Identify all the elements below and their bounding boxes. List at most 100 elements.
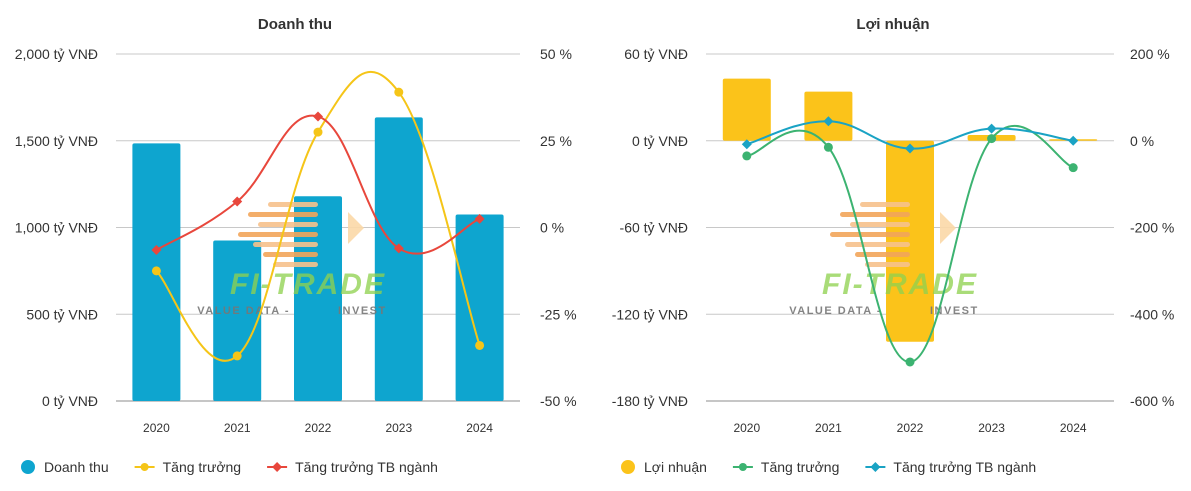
watermark-tagline-left: VALUE DATA - (789, 305, 882, 317)
legend-item[interactable]: Tăng trưởng (134, 459, 241, 475)
data-point[interactable] (742, 151, 752, 161)
line-series (151, 70, 485, 362)
x-tick-label: 2020 (143, 421, 170, 435)
legend-label: Tăng trưởng (761, 459, 839, 475)
x-tick-label: 2023 (385, 421, 412, 435)
legend-item[interactable]: Tăng trưởng (732, 459, 839, 475)
legend-item[interactable]: Lợi nhuận (621, 459, 707, 475)
watermark-arrow (940, 212, 956, 244)
chart-title: Lợi nhuận (856, 16, 929, 33)
watermark-stripe (258, 222, 318, 227)
y-left-tick-label: 2,000 tỷ VNĐ (15, 46, 98, 62)
watermark-stripe (845, 242, 910, 247)
x-tick-label: 2023 (978, 421, 1005, 435)
y-right-tick-label: 0 % (1130, 133, 1154, 149)
profit-chart: Lợi nhuận -180 tỷ VNĐ -120 tỷ VNĐ -60 tỷ VN… (612, 16, 1175, 475)
legend-item[interactable]: Tăng trưởng TB ngành (267, 459, 438, 475)
x-tick-label: 2024 (1060, 421, 1087, 435)
x-tick-label: 2021 (815, 421, 842, 435)
x-tick-label: 2021 (224, 421, 251, 435)
bar[interactable] (294, 196, 342, 401)
legend-label: Lợi nhuận (644, 459, 707, 475)
legend-item[interactable]: Tăng trưởng TB ngành (865, 459, 1036, 475)
y-right-tick-label: 50 % (540, 46, 572, 62)
watermark-stripe (855, 252, 910, 257)
bar[interactable] (804, 91, 853, 141)
data-point[interactable] (823, 142, 833, 152)
bar-series (722, 78, 1098, 342)
watermark-stripe (830, 232, 910, 237)
line-series (151, 111, 485, 256)
data-point[interactable] (232, 351, 242, 361)
watermark-brand: FI-TRADE (822, 268, 978, 301)
x-tick-label: 2020 (733, 421, 760, 435)
watermark-stripe (850, 222, 910, 227)
data-point[interactable] (823, 116, 834, 127)
bar[interactable] (455, 214, 504, 401)
y-left-tick-label: -180 tỷ VNĐ (612, 393, 688, 409)
y-right-tick-label: -25 % (540, 306, 577, 322)
y-right-tick-label: 0 % (540, 220, 564, 236)
legend-symbol (21, 460, 35, 474)
y-left-tick-label: 60 tỷ VNĐ (624, 46, 688, 62)
legend: Doanh thu Tăng trưởng Tăng trưởng TB ngành (21, 459, 438, 475)
legend: Lợi nhuận Tăng trưởng Tăng trưởng TB ngành (621, 459, 1036, 475)
bar[interactable] (722, 78, 771, 141)
legend-symbol (738, 463, 747, 471)
watermark-logo: FI-TRADE VALUE DATA - INVEST (789, 202, 979, 317)
watermark-brand: FI-TRADE (230, 268, 386, 301)
bar[interactable] (886, 140, 934, 342)
data-point[interactable] (313, 127, 323, 137)
data-point[interactable] (394, 87, 404, 97)
legend-item[interactable]: Doanh thu (21, 459, 109, 475)
watermark-tagline-left: VALUE DATA - (197, 305, 290, 317)
data-point[interactable] (151, 245, 162, 256)
legend-symbol (870, 462, 881, 472)
y-right-tick-label: -50 % (540, 393, 577, 409)
watermark-stripe (273, 262, 318, 267)
y-left-tick-label: -120 tỷ VNĐ (612, 306, 688, 322)
legend-label: Doanh thu (44, 459, 109, 475)
data-point[interactable] (475, 340, 485, 350)
legend-label: Tăng trưởng TB ngành (295, 459, 438, 475)
data-point[interactable] (1068, 163, 1078, 173)
watermark-stripe (268, 202, 318, 207)
watermark-stripe (865, 262, 910, 267)
data-point[interactable] (987, 134, 997, 144)
x-tick-label: 2022 (897, 421, 924, 435)
x-tick-label: 2022 (305, 421, 332, 435)
data-point[interactable] (905, 357, 915, 367)
data-point[interactable] (151, 266, 161, 276)
chart-title: Doanh thu (258, 16, 332, 33)
y-left-tick-label: -60 tỷ VNĐ (620, 220, 688, 236)
watermark-tagline-right: INVEST (338, 305, 387, 317)
watermark-stripe (248, 212, 318, 217)
y-right-tick-label: -200 % (1130, 220, 1174, 236)
data-point[interactable] (393, 243, 404, 254)
x-tick-label: 2024 (466, 421, 493, 435)
legend-label: Tăng trưởng TB ngành (893, 459, 1036, 475)
data-point[interactable] (986, 123, 997, 134)
revenue-chart: Doanh thu 0 tỷ VNĐ 500 tỷ VNĐ 1,000 tỷ VNĐ 1… (15, 16, 577, 475)
watermark-stripe (238, 232, 318, 237)
data-point[interactable] (313, 111, 323, 122)
data-point[interactable] (905, 143, 915, 154)
y-left-tick-label: 1,000 tỷ VNĐ (15, 220, 98, 236)
watermark-logo: FI-TRADE VALUE DATA - INVEST (197, 202, 387, 317)
bar[interactable] (213, 240, 262, 401)
y-left-tick-label: 0 tỷ VNĐ (42, 393, 98, 409)
y-right-tick-label: -400 % (1130, 306, 1174, 322)
y-left-tick-label: 0 tỷ VNĐ (632, 133, 688, 149)
data-point[interactable] (474, 213, 485, 224)
bar[interactable] (374, 117, 423, 401)
legend-symbol (272, 462, 283, 472)
watermark-stripe (840, 212, 910, 217)
watermark-stripe (263, 252, 318, 257)
y-left-tick-label: 1,500 tỷ VNĐ (15, 133, 98, 149)
data-point[interactable] (741, 139, 752, 150)
watermark-tagline-right: INVEST (930, 305, 979, 317)
data-point[interactable] (232, 196, 243, 207)
data-point[interactable] (1068, 135, 1079, 146)
